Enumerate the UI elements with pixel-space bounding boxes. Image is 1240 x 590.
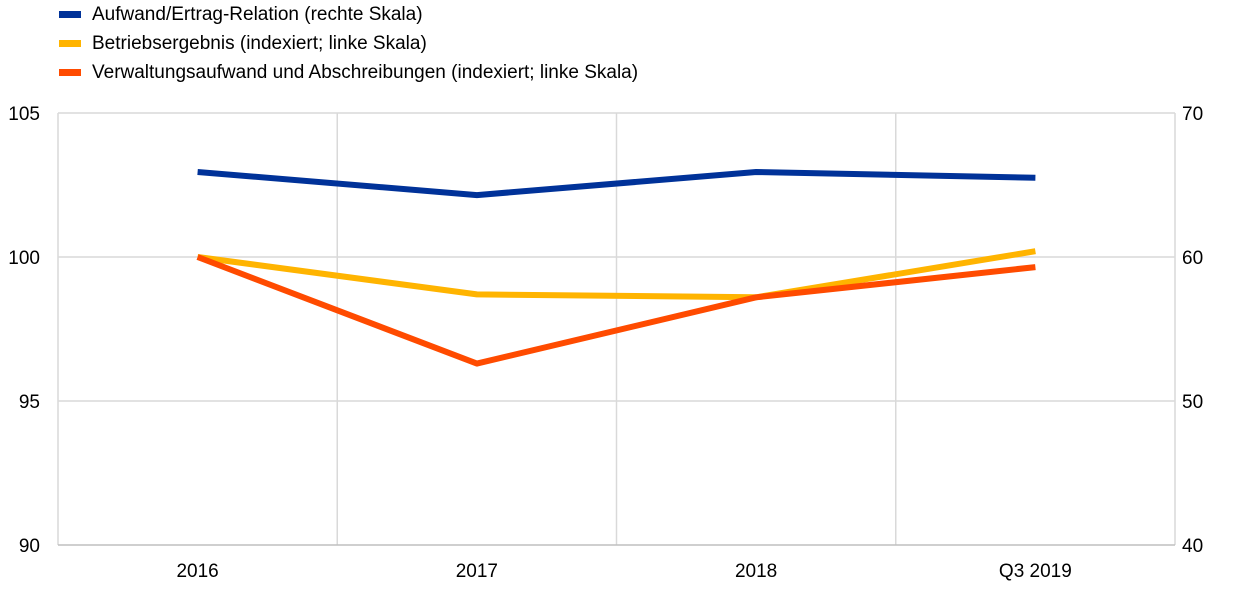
- right-axis-tick-label: 50: [1182, 392, 1203, 413]
- legend-swatch: [59, 40, 81, 47]
- series-line-2: [197, 248, 1036, 301]
- axes: 90 95 100 105 40 50 60 70 2016 2017 2018 Q3 2019: [8, 104, 1203, 582]
- legend-label: Verwaltungsaufwand und Abschreibungen (i…: [92, 62, 638, 83]
- left-axis-tick-label: 105: [8, 104, 40, 125]
- legend-swatch: [59, 11, 81, 18]
- series-line-3: [196, 254, 1036, 367]
- x-axis-tick-label: 2018: [735, 561, 777, 582]
- right-axis-tick-label: 60: [1182, 248, 1203, 269]
- x-axis-tick-label: 2017: [456, 561, 498, 582]
- legend-label: Aufwand/Ertrag-Relation (rechte Skala): [92, 4, 423, 25]
- legend-swatch: [59, 69, 81, 76]
- left-axis-tick-label: 95: [19, 392, 40, 413]
- legend-label: Betriebsergebnis (indexiert; linke Skala…: [92, 33, 427, 54]
- series-line-1: [197, 169, 1036, 199]
- legend: Aufwand/Ertrag-Relation (rechte Skala) Be…: [59, 4, 638, 83]
- x-axis-tick-label: Q3 2019: [999, 561, 1072, 582]
- x-axis-tick-label: 2016: [176, 561, 218, 582]
- left-axis-tick-label: 100: [8, 248, 40, 269]
- series-lines: [196, 169, 1036, 367]
- right-axis-tick-label: 70: [1182, 104, 1203, 125]
- left-axis-tick-label: 90: [19, 536, 40, 557]
- right-axis-tick-label: 40: [1182, 536, 1203, 557]
